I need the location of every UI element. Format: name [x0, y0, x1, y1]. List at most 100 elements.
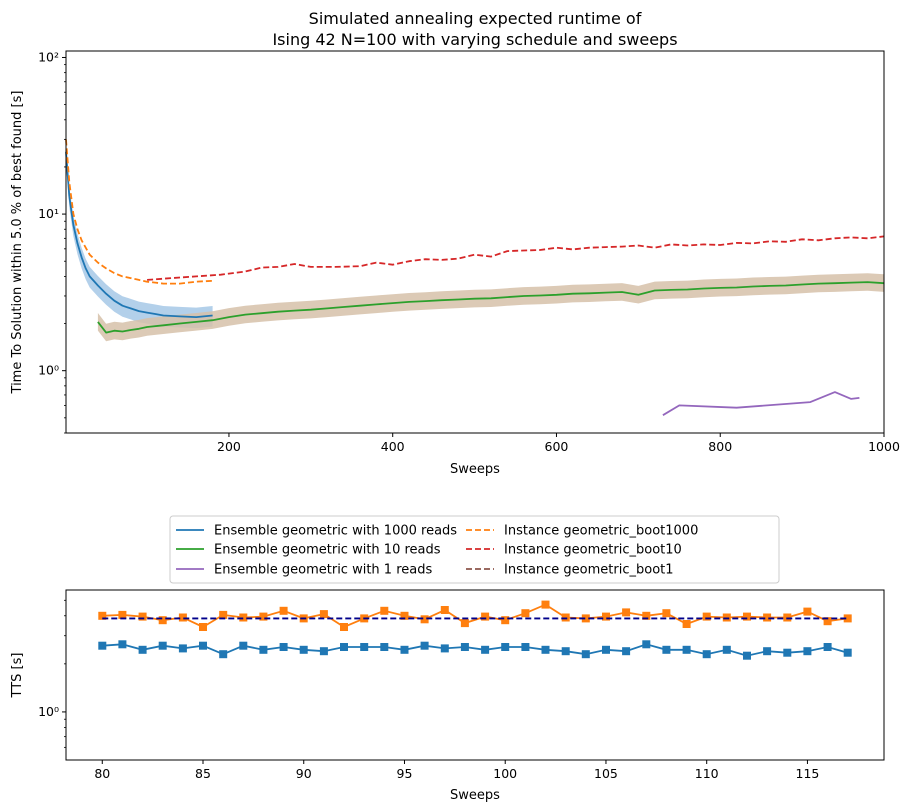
x-tick-label: 85	[195, 766, 211, 781]
x-tick-label: 110	[695, 766, 719, 781]
point-marker	[642, 611, 651, 620]
band-ensemble-geometric-with-10-reads	[97, 273, 884, 342]
point-marker	[219, 610, 228, 619]
x-tick-label: 800	[708, 439, 732, 454]
point-marker	[843, 648, 852, 657]
top-plot: Simulated annealing expected runtime of …	[10, 9, 900, 477]
point-marker	[702, 650, 711, 659]
series-line-instance-geometric-boot10	[147, 235, 885, 281]
band-ensemble-geometric-with-1000-reads	[66, 142, 213, 329]
point-marker	[420, 615, 429, 624]
point-marker	[279, 643, 288, 651]
bottom-lines	[98, 600, 852, 660]
point-marker	[722, 645, 731, 654]
legend-label-instance-geometric-boot1: Instance geometric_boot1	[504, 563, 674, 578]
point-marker	[138, 645, 147, 654]
point-marker	[763, 613, 772, 622]
legend-label-instance-geometric-boot1000: Instance geometric_boot1000	[504, 524, 698, 539]
point-marker	[440, 644, 449, 653]
point-marker	[199, 623, 207, 631]
point-marker	[682, 620, 691, 628]
point-marker	[803, 647, 812, 656]
point-marker	[722, 613, 731, 622]
point-marker	[581, 650, 590, 659]
point-marker	[360, 643, 369, 651]
point-marker	[622, 608, 631, 617]
point-marker	[158, 616, 167, 625]
point-marker	[259, 612, 268, 621]
point-marker	[259, 645, 268, 654]
series-line-1	[102, 643, 848, 657]
point-marker	[823, 643, 832, 651]
bottom-axes-frame	[65, 589, 885, 761]
point-marker	[481, 612, 490, 621]
point-marker	[400, 611, 409, 620]
point-marker	[501, 643, 510, 651]
point-marker	[239, 613, 248, 622]
point-marker	[602, 612, 610, 621]
point-marker	[622, 647, 631, 656]
x-tick-label: 105	[594, 766, 618, 781]
point-marker	[420, 641, 429, 650]
point-marker	[561, 613, 570, 622]
point-marker	[521, 643, 530, 651]
legend: Ensemble geometric with 1000 reads Instan…	[169, 515, 780, 584]
y-tick-label: 10²	[38, 49, 59, 64]
point-marker	[118, 640, 127, 649]
legend-label-ensemble-geometric-with-1000-reads: Ensemble geometric with 1000 reads	[214, 524, 457, 539]
point-marker	[319, 647, 328, 656]
point-marker	[743, 651, 751, 660]
point-marker	[279, 606, 288, 615]
point-marker	[158, 641, 167, 650]
point-marker	[783, 613, 792, 622]
point-marker	[400, 645, 409, 654]
point-marker	[138, 612, 147, 621]
top-x-ticks: 200 400 600 800 1000	[217, 433, 900, 454]
series-line-instance-geometric-boot1000	[65, 139, 213, 285]
point-marker	[581, 614, 590, 623]
point-marker	[460, 643, 469, 651]
point-marker	[541, 600, 550, 609]
point-marker	[682, 645, 691, 654]
point-marker	[481, 645, 490, 654]
point-marker	[561, 647, 570, 656]
point-marker	[702, 612, 711, 621]
legend-label-instance-geometric-boot10: Instance geometric_boot10	[504, 543, 682, 558]
x-tick-label: 115	[796, 766, 820, 781]
bottom-x-ticks: 80 85 90 95 100 105 110 115	[94, 760, 819, 781]
bottom-y-axis-label: TTS [s]	[10, 653, 25, 699]
top-x-axis-label: Sweeps	[450, 462, 500, 477]
top-lines	[65, 139, 885, 416]
point-marker	[501, 616, 510, 625]
point-marker	[319, 610, 328, 619]
legend-label-ensemble-geometric-with-10-reads: Ensemble geometric with 10 reads	[214, 543, 441, 558]
point-marker	[178, 613, 187, 622]
x-tick-label: 400	[381, 439, 405, 454]
top-y-axis-label: Time To Solution within 5.0 % of best fo…	[10, 91, 25, 395]
top-title-line-1: Simulated annealing expected runtime of	[309, 9, 642, 28]
legend-label-ensemble-geometric-with-1-reads: Ensemble geometric with 1 reads	[214, 563, 432, 578]
x-tick-label: 90	[296, 766, 312, 781]
point-marker	[843, 614, 852, 623]
legend-frame	[169, 515, 780, 584]
point-marker	[98, 641, 107, 650]
point-marker	[299, 645, 308, 654]
point-marker	[98, 611, 107, 620]
x-tick-label: 600	[545, 439, 569, 454]
point-marker	[380, 643, 389, 651]
series-line-ensemble-geometric-with-1-reads	[662, 391, 860, 416]
series-line-ensemble-geometric-with-10-reads	[97, 281, 885, 334]
point-marker	[239, 641, 248, 650]
series-line-0	[102, 603, 848, 629]
bottom-plot: 80 85 90 95 100 105 110 115 10⁰ Sweeps TTS [s]	[10, 589, 885, 803]
point-marker	[763, 647, 772, 656]
point-marker	[803, 607, 812, 616]
x-tick-label: 1000	[868, 439, 900, 454]
x-tick-label: 95	[397, 766, 413, 781]
point-marker	[823, 617, 832, 626]
point-marker	[340, 623, 348, 631]
point-marker	[541, 645, 550, 654]
bottom-x-axis-label: Sweeps	[450, 788, 500, 803]
point-marker	[642, 640, 651, 649]
point-marker	[783, 648, 792, 657]
